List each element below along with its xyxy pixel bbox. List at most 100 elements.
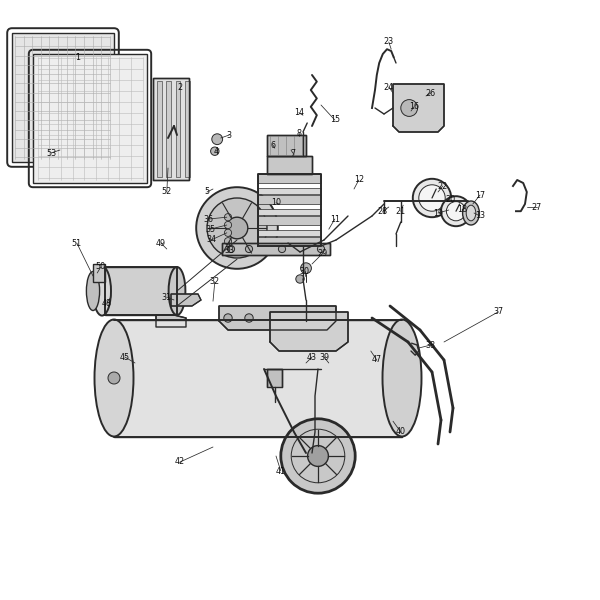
Text: 53: 53 xyxy=(46,148,56,157)
Text: 33: 33 xyxy=(224,246,234,256)
Polygon shape xyxy=(12,33,114,162)
Text: 5: 5 xyxy=(205,187,209,196)
Polygon shape xyxy=(153,78,189,180)
Circle shape xyxy=(301,263,311,274)
Circle shape xyxy=(245,245,253,253)
Polygon shape xyxy=(156,315,186,327)
Text: 41: 41 xyxy=(276,467,286,475)
Text: 23: 23 xyxy=(384,37,394,46)
Circle shape xyxy=(227,245,235,253)
Text: 16: 16 xyxy=(409,102,419,112)
Circle shape xyxy=(281,419,355,493)
Circle shape xyxy=(212,134,223,145)
Circle shape xyxy=(441,196,471,226)
Text: 37: 37 xyxy=(493,307,503,317)
Text: 49: 49 xyxy=(156,238,166,247)
Text: 32: 32 xyxy=(210,277,220,286)
Text: 34: 34 xyxy=(206,235,216,245)
Circle shape xyxy=(278,245,286,253)
Text: 27: 27 xyxy=(532,202,542,211)
Text: 19: 19 xyxy=(433,208,443,217)
Polygon shape xyxy=(258,230,321,236)
Text: 15: 15 xyxy=(330,115,340,124)
Polygon shape xyxy=(93,264,105,282)
Circle shape xyxy=(413,179,451,217)
Text: 14: 14 xyxy=(294,108,304,117)
Text: 1: 1 xyxy=(76,52,80,61)
Text: 17: 17 xyxy=(475,191,485,199)
Text: 3: 3 xyxy=(227,130,232,139)
Polygon shape xyxy=(258,195,321,204)
Polygon shape xyxy=(157,81,162,177)
Text: 43: 43 xyxy=(307,352,317,361)
Text: 47: 47 xyxy=(372,355,382,364)
Text: 40: 40 xyxy=(396,427,406,436)
Text: 24: 24 xyxy=(384,82,394,91)
Circle shape xyxy=(245,314,253,322)
Ellipse shape xyxy=(383,319,421,437)
Polygon shape xyxy=(258,208,321,214)
Text: 12: 12 xyxy=(354,175,364,185)
Circle shape xyxy=(401,100,418,116)
Circle shape xyxy=(320,314,328,322)
Text: 39: 39 xyxy=(319,352,329,361)
Text: 22: 22 xyxy=(437,182,448,191)
Circle shape xyxy=(446,202,466,221)
Circle shape xyxy=(224,314,232,322)
Text: 51: 51 xyxy=(72,238,82,247)
Circle shape xyxy=(224,229,232,236)
Polygon shape xyxy=(267,156,312,174)
Ellipse shape xyxy=(86,271,100,311)
Circle shape xyxy=(224,221,232,229)
Polygon shape xyxy=(270,312,348,351)
Circle shape xyxy=(226,217,248,239)
Text: 50: 50 xyxy=(96,262,106,271)
Polygon shape xyxy=(222,243,330,255)
Circle shape xyxy=(419,185,445,211)
Text: 11: 11 xyxy=(330,214,340,223)
Text: 52: 52 xyxy=(161,187,172,196)
Text: 30: 30 xyxy=(300,266,310,275)
Polygon shape xyxy=(393,84,444,132)
Ellipse shape xyxy=(95,319,133,437)
Polygon shape xyxy=(258,237,321,246)
Text: 6: 6 xyxy=(271,140,275,149)
Text: 48: 48 xyxy=(102,298,112,307)
Text: 38: 38 xyxy=(426,340,436,349)
Text: 4: 4 xyxy=(214,146,218,155)
Text: 10: 10 xyxy=(271,198,281,207)
Circle shape xyxy=(207,198,267,258)
Circle shape xyxy=(308,446,328,466)
Polygon shape xyxy=(258,174,321,183)
Text: 45: 45 xyxy=(120,352,130,361)
Text: 35: 35 xyxy=(205,224,215,233)
Circle shape xyxy=(296,275,304,283)
Text: 26: 26 xyxy=(426,88,436,97)
Text: 36: 36 xyxy=(204,214,214,223)
Polygon shape xyxy=(33,54,147,183)
Text: 2: 2 xyxy=(178,82,182,91)
Ellipse shape xyxy=(169,267,185,315)
Text: 31: 31 xyxy=(162,292,172,301)
Polygon shape xyxy=(258,216,321,225)
Text: 8: 8 xyxy=(296,128,301,137)
Polygon shape xyxy=(185,81,190,177)
Polygon shape xyxy=(166,81,171,177)
Circle shape xyxy=(224,238,232,245)
Circle shape xyxy=(108,372,120,384)
Text: 42: 42 xyxy=(175,457,185,467)
Polygon shape xyxy=(267,369,282,387)
Polygon shape xyxy=(105,267,177,315)
Text: 28: 28 xyxy=(378,206,388,215)
Text: 7: 7 xyxy=(290,148,295,157)
Circle shape xyxy=(224,214,232,221)
Polygon shape xyxy=(114,319,402,437)
Circle shape xyxy=(299,314,307,322)
Polygon shape xyxy=(176,81,181,177)
Circle shape xyxy=(317,245,325,253)
Text: 29: 29 xyxy=(317,249,328,258)
Text: 13: 13 xyxy=(475,211,485,220)
Text: 20: 20 xyxy=(445,194,455,203)
Circle shape xyxy=(211,147,219,155)
Polygon shape xyxy=(219,306,336,330)
